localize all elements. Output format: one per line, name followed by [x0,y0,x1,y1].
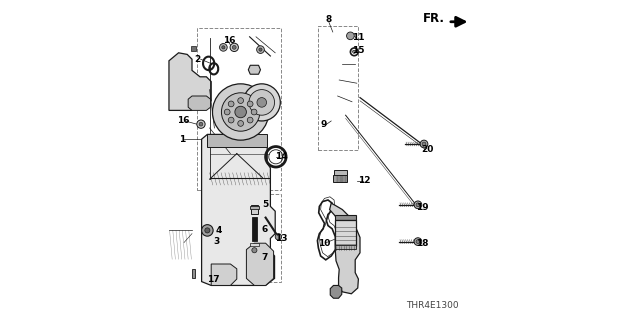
Bar [197,28,281,190]
Polygon shape [248,65,260,74]
Circle shape [221,93,260,131]
Circle shape [235,106,246,118]
Polygon shape [191,46,196,51]
Circle shape [252,248,257,253]
Circle shape [205,228,210,233]
Circle shape [232,45,236,49]
Circle shape [247,101,253,107]
Bar [252,217,257,241]
Bar [192,269,195,278]
Polygon shape [330,285,342,298]
Circle shape [212,84,269,140]
Polygon shape [202,134,275,285]
Bar [250,206,259,209]
Circle shape [416,203,420,207]
Bar [335,245,356,249]
Text: 12: 12 [358,176,371,185]
Text: 17: 17 [207,276,220,284]
Circle shape [228,117,234,123]
Circle shape [243,84,280,121]
Bar [250,243,259,246]
Circle shape [353,50,356,53]
Text: 4: 4 [216,226,222,235]
Circle shape [259,48,262,51]
Text: 3: 3 [213,237,219,246]
Circle shape [275,234,282,240]
Text: 14: 14 [275,152,288,161]
Text: 8: 8 [326,15,332,24]
Circle shape [220,44,227,51]
Text: 18: 18 [416,239,429,248]
Bar [335,220,356,246]
Bar [227,194,281,282]
Circle shape [197,120,205,128]
Circle shape [257,98,267,107]
Circle shape [228,101,234,107]
Text: THR4E1300: THR4E1300 [406,301,460,310]
Circle shape [199,122,203,126]
Text: 13: 13 [275,234,287,243]
Circle shape [414,238,422,245]
Circle shape [414,201,422,209]
Circle shape [420,140,428,148]
Text: 16: 16 [223,36,236,45]
Bar [251,205,258,214]
Text: 10: 10 [317,239,330,248]
Circle shape [225,109,230,115]
Text: 1: 1 [179,135,185,144]
Polygon shape [207,134,268,147]
Text: 19: 19 [416,203,429,212]
Polygon shape [169,53,211,110]
Circle shape [247,117,253,123]
Circle shape [249,90,275,115]
Text: 15: 15 [352,46,365,55]
Circle shape [222,46,225,49]
Text: 2: 2 [195,55,201,64]
Text: 9: 9 [321,120,327,129]
Polygon shape [211,264,237,285]
Circle shape [238,98,243,103]
Bar [319,26,358,150]
Circle shape [238,121,243,126]
Text: 7: 7 [262,253,268,262]
Circle shape [422,142,426,146]
Circle shape [257,46,264,53]
Text: 16: 16 [177,116,189,125]
Circle shape [230,43,239,52]
Text: 11: 11 [352,33,365,42]
Circle shape [251,109,257,115]
Text: FR.: FR. [423,12,445,25]
Bar [333,175,347,182]
Text: 5: 5 [262,200,268,209]
Circle shape [347,32,355,40]
Polygon shape [330,203,360,294]
Polygon shape [246,243,274,285]
Circle shape [202,225,213,236]
Text: 6: 6 [262,225,268,234]
Bar [334,170,347,176]
Text: 20: 20 [421,145,434,154]
Circle shape [416,240,420,244]
Polygon shape [188,96,211,110]
Bar [335,215,356,220]
